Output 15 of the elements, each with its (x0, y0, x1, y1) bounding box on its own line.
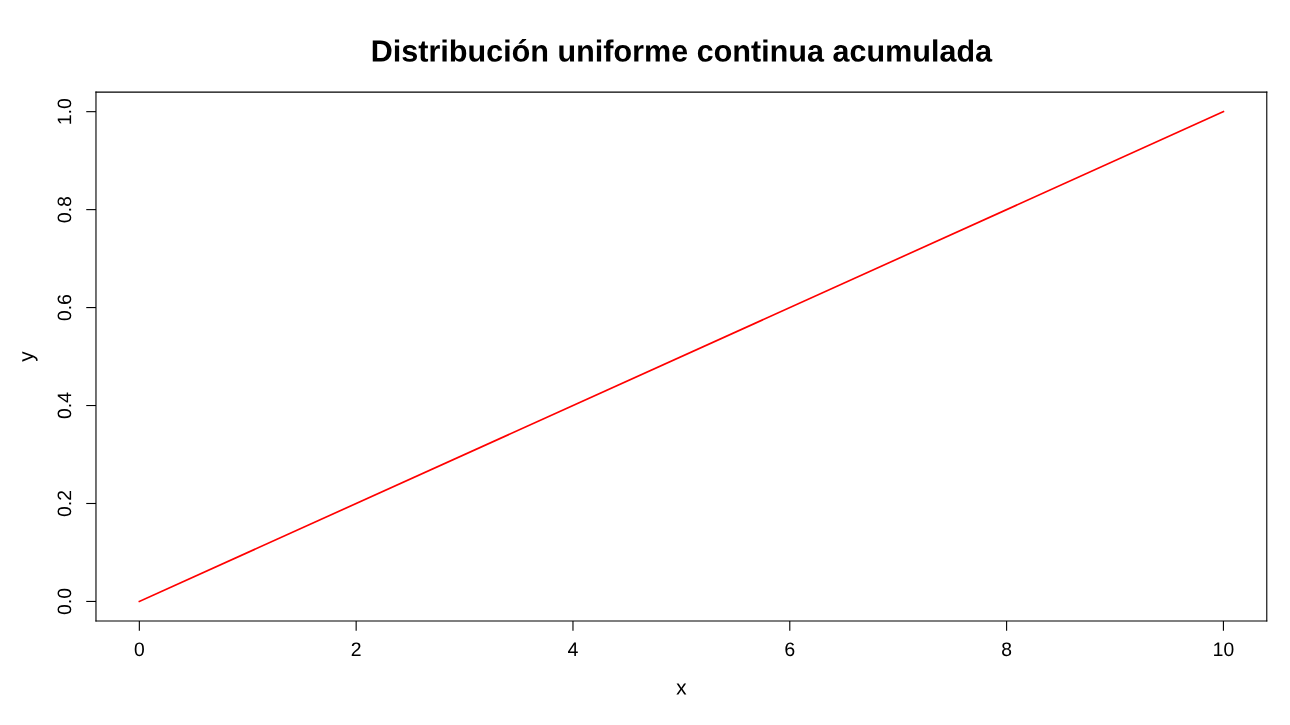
y-tick-label: 0.0 (57, 588, 72, 615)
chart-title: Distribución uniforme continua acumulada (372, 39, 993, 62)
x-axis-title: x (676, 683, 687, 695)
x-tick-label: 2 (351, 642, 361, 656)
x-tick-label: 6 (785, 642, 795, 657)
y-tick-label: 0.6 (57, 294, 72, 321)
y-tick-label: 1.0 (57, 98, 72, 124)
y-tick-label: 0.2 (57, 490, 72, 517)
y-tick-label: 0.8 (57, 196, 72, 223)
x-tick-label: 10 (1214, 642, 1234, 657)
x-tick-label: 0 (134, 642, 144, 657)
y-axis-title: y (22, 351, 38, 362)
x-tick-label: 4 (568, 642, 578, 656)
x-tick-label: 8 (1002, 642, 1012, 657)
y-tick-label: 0.4 (57, 392, 72, 419)
